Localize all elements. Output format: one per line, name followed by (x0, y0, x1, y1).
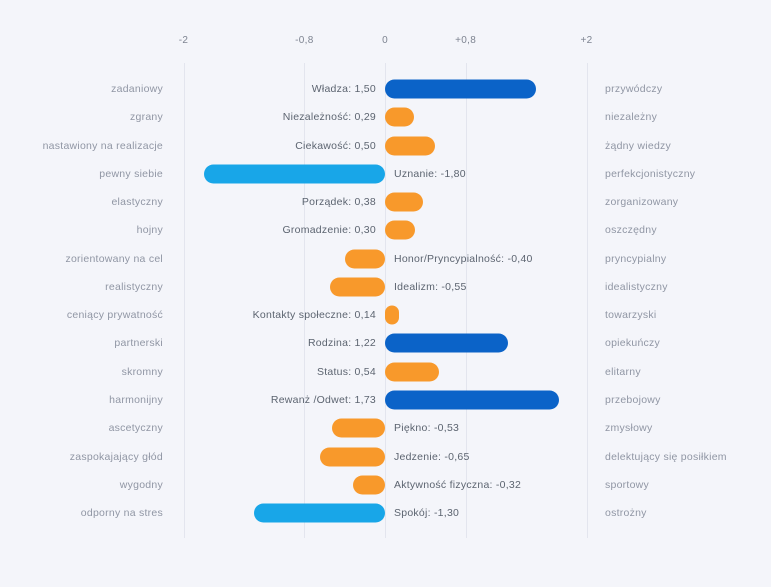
chart-row: skromny Status: 0,54 elitarny (0, 358, 771, 386)
bar-value-label: Rewanż /Odwet: 1,73 (270, 393, 376, 406)
right-trait-label: ostrożny (605, 507, 647, 520)
gridline (304, 63, 306, 538)
chart-row: pewny siebie Uznanie: -1,80 perfekcjonis… (0, 160, 771, 188)
right-trait-label: żądny wiedzy (605, 139, 672, 152)
left-trait-label: partnerski (114, 337, 163, 350)
bar-value-label: Honor/Pryncypialność: -0,40 (394, 252, 533, 265)
bar-value-label: Jedzenie: -0,65 (394, 450, 470, 463)
right-trait-label: opiekuńczy (605, 337, 661, 350)
bar-value-label: Porządek: 0,38 (301, 196, 376, 209)
right-trait-label: przywódczy (605, 83, 663, 95)
right-trait-label: perfekcjonistyczny (605, 167, 696, 180)
chart-row: realistyczny Idealizm: -0,55 idealistycz… (0, 273, 771, 301)
right-trait-label: zmysłowy (605, 422, 653, 435)
value-bar (329, 277, 385, 297)
bar-value-label: Władza: 1,50 (311, 83, 376, 95)
value-bar (331, 418, 385, 438)
value-bar (385, 79, 537, 99)
bar-value-label: Aktywność fizyczna: -0,32 (394, 478, 522, 491)
left-trait-label: ceniący prywatność (66, 309, 163, 322)
right-trait-label: zorganizowany (605, 196, 679, 209)
chart-row: ceniący prywatność Kontakty społeczne: 0… (0, 301, 771, 329)
value-bar (385, 362, 440, 382)
value-bar (352, 475, 385, 495)
chart-row: hojny Gromadzenie: 0,30 oszczędny (0, 216, 771, 244)
right-trait-label: przebojowy (605, 393, 661, 406)
value-bar (203, 164, 385, 184)
left-trait-label: zgrany (129, 111, 163, 124)
chart-row: nastawiony na realizacje Ciekawość: 0,50… (0, 132, 771, 160)
left-trait-label: hojny (136, 224, 163, 237)
bar-value-label: Gromadzenie: 0,30 (282, 224, 376, 237)
chart-row: zorientowany na cel Honor/Pryncypialność… (0, 245, 771, 273)
chart-row: zadaniowy Władza: 1,50 przywódczy (0, 75, 771, 103)
value-bar (385, 107, 415, 127)
chart-row: ascetyczny Piękno: -0,53 zmysłowy (0, 414, 771, 442)
bar-value-label: Niezależność: 0,29 (282, 111, 376, 124)
chart-row: harmonijny Rewanż /Odwet: 1,73 przebojow… (0, 386, 771, 414)
gridline (586, 63, 588, 538)
value-bar (385, 305, 400, 325)
value-bar (385, 333, 508, 353)
right-trait-label: pryncypialny (605, 252, 667, 265)
right-trait-label: sportowy (605, 478, 650, 491)
right-trait-label: oszczędny (605, 224, 657, 237)
bar-value-label: Uznanie: -1,80 (394, 167, 466, 180)
value-bar (319, 447, 385, 466)
right-trait-label: elitarny (605, 365, 641, 378)
chart-row: partnerski Rodzina: 1,22 opiekuńczy (0, 329, 771, 357)
left-trait-label: elastyczny (111, 196, 163, 209)
bar-value-label: Status: 0,54 (316, 365, 376, 378)
value-bar (344, 249, 385, 269)
bar-value-label: Rodzina: 1,22 (307, 337, 376, 350)
axis-tick-label: 0 (382, 35, 388, 46)
gridline (183, 63, 185, 538)
left-trait-label: zorientowany na cel (65, 252, 163, 265)
bar-value-label: Kontakty społeczne: 0,14 (252, 309, 376, 322)
right-trait-label: towarzyski (605, 309, 657, 322)
left-trait-label: realistyczny (105, 280, 163, 293)
right-trait-label: delektujący się posiłkiem (605, 450, 727, 463)
bar-value-label: Ciekawość: 0,50 (295, 139, 376, 152)
left-trait-label: ascetyczny (108, 422, 163, 435)
bar-value-label: Spokój: -1,30 (394, 507, 460, 520)
value-bar (385, 220, 416, 240)
left-trait-label: zadaniowy (111, 83, 163, 95)
right-trait-label: idealistyczny (605, 280, 668, 293)
gridline (465, 63, 467, 538)
axis-tick-label: -2 (178, 35, 189, 46)
left-trait-label: pewny siebie (99, 167, 163, 180)
axis-tick-label: +2 (580, 35, 593, 46)
value-bar (385, 390, 560, 410)
gridline (385, 63, 386, 538)
chart-row: zaspokajający głód Jedzenie: -0,65 delek… (0, 443, 771, 471)
left-trait-label: wygodny (119, 478, 163, 491)
bar-value-label: Piękno: -0,53 (394, 422, 460, 435)
axis-tick-label: -0,8 (295, 35, 314, 46)
value-bar (254, 503, 385, 523)
bar-value-label: Idealizm: -0,55 (394, 280, 467, 293)
left-trait-label: odporny na stres (80, 507, 163, 520)
chart-row: odporny na stres Spokój: -1,30 ostrożny (0, 499, 771, 527)
value-bar (385, 136, 436, 156)
chart-row: elastyczny Porządek: 0,38 zorganizowany (0, 188, 771, 216)
left-trait-label: skromny (121, 365, 163, 378)
value-bar (385, 192, 424, 212)
left-trait-label: zaspokajający głód (69, 450, 163, 463)
left-trait-label: harmonijny (109, 393, 163, 406)
chart-row: zgrany Niezależność: 0,29 niezależny (0, 103, 771, 131)
left-trait-label: nastawiony na realizacje (42, 139, 163, 152)
right-trait-label: niezależny (605, 111, 658, 124)
chart-row: wygodny Aktywność fizyczna: -0,32 sporto… (0, 471, 771, 499)
axis-tick-label: +0,8 (455, 35, 477, 46)
